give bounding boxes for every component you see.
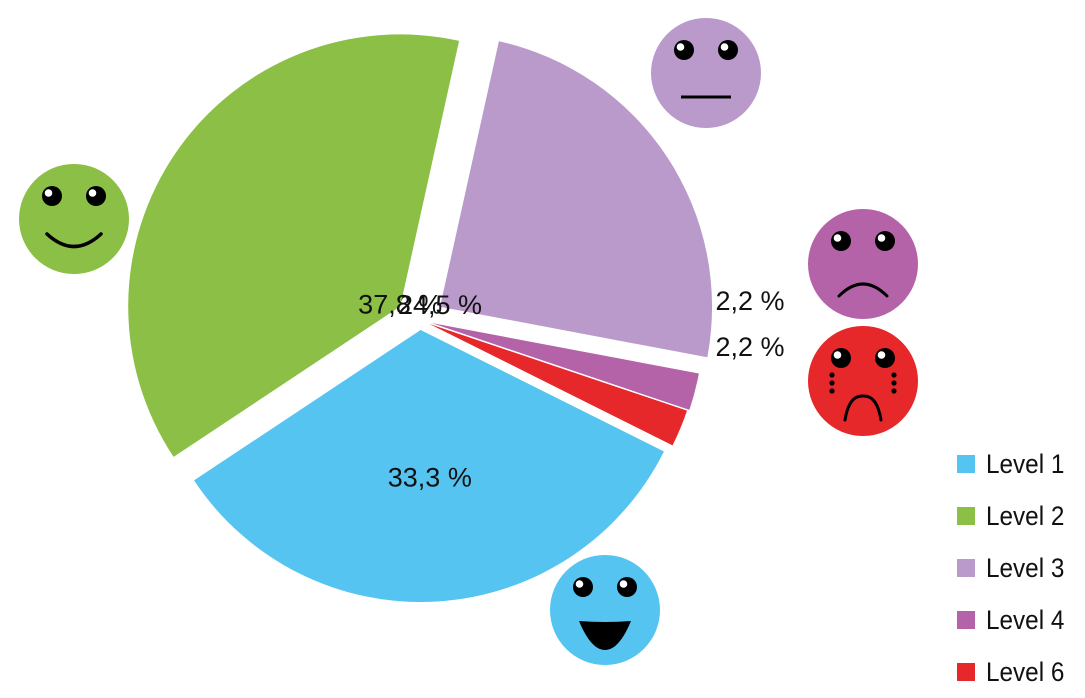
value-label-level-1: 33,3 % [388,462,472,492]
legend-item-level-3: Level 3 [957,542,1073,594]
legend-swatch [957,663,975,681]
value-label-level-6: 2,2 % [715,332,784,362]
legend-item-level-1: Level 1 [957,438,1073,490]
legend-item-level-4: Level 4 [957,594,1073,646]
crying-face-icon [808,326,918,436]
legend-swatch [957,455,975,473]
legend-item-level-2: Level 2 [957,490,1073,542]
pie-slice-level-6 [429,323,687,446]
legend: Level 1 Level 2 Level 3 Level 4 Level 6 [957,438,1073,698]
legend-swatch [957,507,975,525]
legend-swatch [957,559,975,577]
value-label-level-4: 2,2 % [715,286,784,316]
legend-label: Level 2 [986,500,1065,531]
legend-item-level-6: Level 6 [957,646,1073,698]
big-smile-face-icon [550,555,660,665]
smile-face-icon [19,164,129,274]
legend-label: Level 6 [986,656,1065,687]
neutral-face-icon [651,18,761,128]
legend-label: Level 4 [986,604,1065,635]
legend-label: Level 3 [986,552,1065,583]
pie-slice-level-4 [431,323,699,410]
sad-face-icon [808,209,918,319]
pie-slice-level-1 [194,329,664,602]
legend-swatch [957,611,975,629]
pie-slice-level-2 [128,34,460,457]
value-label-level-2: 37,8 % [358,290,442,320]
pie-slice-level-3 [440,41,713,358]
legend-label: Level 1 [986,448,1065,479]
value-label-level-3: 24,5 % [398,290,482,320]
